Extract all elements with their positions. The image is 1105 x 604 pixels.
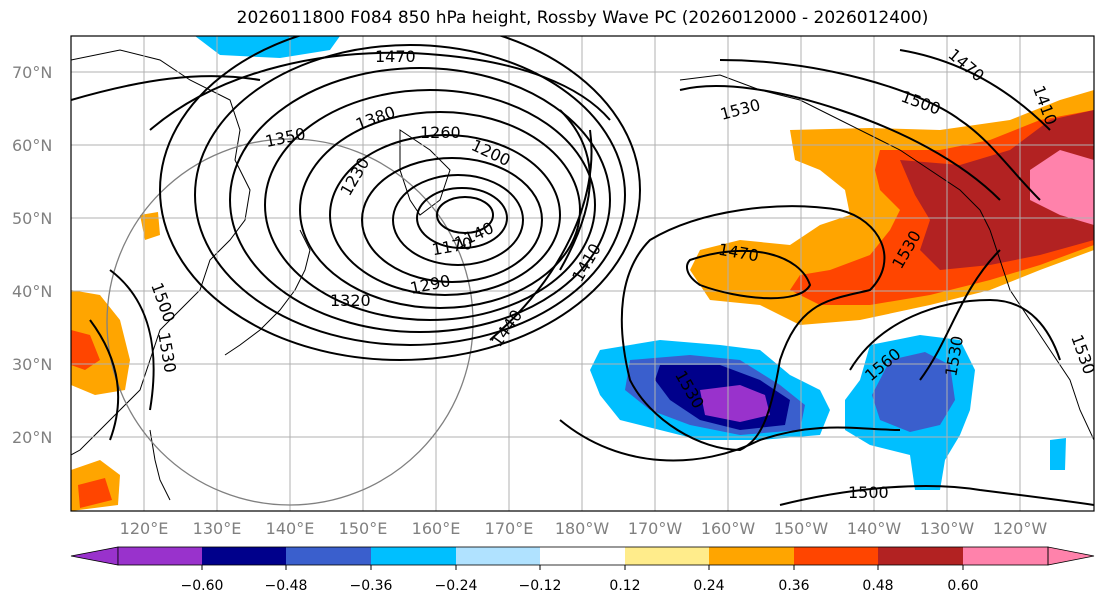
contour-1530-west bbox=[109, 269, 155, 411]
colorbar-bin-10 bbox=[878, 547, 963, 565]
contour-label-23: 1500 bbox=[848, 483, 889, 502]
lon-label-140e: 140°E bbox=[266, 519, 315, 538]
contour-1530-gulf bbox=[679, 85, 1001, 201]
coast-asia bbox=[71, 49, 251, 456]
lon-label-120w: 120°W bbox=[993, 519, 1048, 538]
map-frame bbox=[70, 35, 1095, 512]
colorbar-tick-6: 0.12 bbox=[609, 578, 640, 594]
coastlines bbox=[71, 49, 1094, 501]
lon-label-180w: 180°W bbox=[555, 519, 610, 538]
longitude-labels: 120°E 130°E 140°E 150°E 160°E 170°E 180°… bbox=[120, 519, 1048, 538]
contour-low-6 bbox=[299, 111, 581, 309]
colorbar-tick-5: −0.12 bbox=[519, 578, 562, 594]
colorbar-bin-11 bbox=[963, 547, 1048, 565]
radius-circle bbox=[106, 138, 474, 506]
lon-label-170e: 170°E bbox=[485, 519, 534, 538]
map-body: 1470 1530 1500 1470 1410 1380 1350 1260 … bbox=[71, 36, 1094, 511]
contour-low-7 bbox=[264, 89, 596, 321]
lon-label-160e: 160°E bbox=[412, 519, 461, 538]
colorbar: −0.60 −0.48 −0.36 −0.24 −0.12 0.12 0.24 … bbox=[70, 546, 1095, 594]
contour-low-8 bbox=[229, 67, 611, 333]
contour-low-9 bbox=[194, 44, 626, 346]
lat-label-30: 30°N bbox=[12, 355, 52, 374]
contour-label-1: 1470 bbox=[375, 47, 416, 66]
colorbar-bin-4 bbox=[371, 547, 456, 565]
contour-1530-south bbox=[559, 419, 901, 462]
contour-1440-outer bbox=[489, 129, 593, 341]
contour-label-8: 1260 bbox=[420, 123, 461, 142]
coast-alaska bbox=[679, 74, 991, 231]
negative-anomaly-small bbox=[1050, 438, 1066, 470]
colorbar-bin-9 bbox=[794, 547, 878, 565]
positive-anomaly-northeast-max bbox=[1030, 150, 1094, 225]
contour-1500-south bbox=[779, 484, 1094, 506]
coast-taiwan-philippines bbox=[149, 429, 171, 501]
positive-anomaly-small bbox=[140, 212, 160, 240]
contour-low-4 bbox=[361, 157, 543, 283]
lon-label-120e: 120°E bbox=[120, 519, 169, 538]
lat-label-50: 50°N bbox=[12, 209, 52, 228]
colorbar-tick-2: −0.48 bbox=[265, 578, 308, 594]
contour-low-2 bbox=[416, 187, 508, 249]
lat-label-40: 40°N bbox=[12, 282, 52, 301]
lon-label-150w: 150°W bbox=[774, 519, 829, 538]
contour-1560-east bbox=[849, 298, 1061, 371]
contour-low-10 bbox=[159, 36, 641, 361]
contour-low-1 bbox=[436, 196, 494, 234]
lat-label-60: 60°N bbox=[12, 136, 52, 155]
lon-label-170w: 170°W bbox=[628, 519, 683, 538]
contour-1470-north bbox=[149, 51, 611, 131]
lon-label-160w: 160°W bbox=[701, 519, 756, 538]
colorbar-bin-3 bbox=[286, 547, 371, 565]
colorbar-bin-5 bbox=[456, 547, 540, 565]
lon-label-130w: 130°W bbox=[920, 519, 975, 538]
contour-low-3 bbox=[392, 174, 524, 266]
colorbar-tick-8: 0.36 bbox=[778, 578, 809, 594]
colorbar-bin-1 bbox=[118, 547, 202, 565]
lon-label-140w: 140°W bbox=[847, 519, 902, 538]
colorbar-tick-7: 0.24 bbox=[693, 578, 724, 594]
colorbar-bin-8 bbox=[709, 547, 794, 565]
colorbar-tick-1: −0.60 bbox=[181, 578, 224, 594]
contour-1530-east bbox=[919, 249, 1001, 381]
colorbar-tick-9: 0.48 bbox=[862, 578, 893, 594]
negative-anomaly-central-core bbox=[700, 385, 770, 422]
contour-1560-west bbox=[89, 319, 120, 441]
contour-1470-gulf bbox=[899, 49, 1051, 131]
colorbar-extend-max bbox=[1047, 546, 1095, 566]
lat-label-70: 70°N bbox=[12, 63, 52, 82]
colorbar-outline bbox=[117, 546, 1049, 566]
chart-title: 2026011800 F084 850 hPa height, Rossby W… bbox=[236, 8, 929, 28]
colorbar-tick-4: −0.24 bbox=[435, 578, 478, 594]
contour-low-5 bbox=[329, 134, 561, 296]
colorbar-bin-6 bbox=[540, 547, 625, 565]
negative-anomaly-north-edge bbox=[195, 36, 340, 58]
negative-anomaly-east-mid bbox=[872, 352, 955, 432]
lon-label-150e: 150°E bbox=[339, 519, 388, 538]
contour-1500-outer bbox=[71, 75, 261, 101]
colorbar-tick-3: −0.36 bbox=[350, 578, 393, 594]
colorbar-bin-7 bbox=[625, 547, 709, 565]
lat-label-20: 20°N bbox=[12, 428, 52, 447]
height-contours bbox=[71, 36, 1094, 506]
coast-kamchatka bbox=[399, 129, 451, 216]
contour-1530-pacific bbox=[620, 205, 886, 452]
lon-label-130e: 130°E bbox=[193, 519, 242, 538]
positive-anomaly-northeast-core bbox=[900, 110, 1094, 270]
positive-anomaly-west-strong bbox=[71, 330, 100, 370]
colorbar-extend-min bbox=[70, 546, 119, 566]
contour-1470-pacific bbox=[686, 249, 812, 300]
coast-japan bbox=[224, 229, 311, 356]
colorbar-tick-10: 0.60 bbox=[947, 578, 978, 594]
positive-anomaly-southwest-strong bbox=[78, 478, 112, 508]
contour-label-14: 1320 bbox=[330, 291, 371, 310]
colorbar-bin-2 bbox=[202, 547, 286, 565]
contour-1500-gulf bbox=[719, 59, 1041, 201]
coast-north-america bbox=[989, 229, 1094, 441]
colorbar-tick-marks bbox=[201, 565, 964, 570]
latitude-labels: 70°N 60°N 50°N 40°N 30°N 20°N bbox=[12, 63, 52, 447]
